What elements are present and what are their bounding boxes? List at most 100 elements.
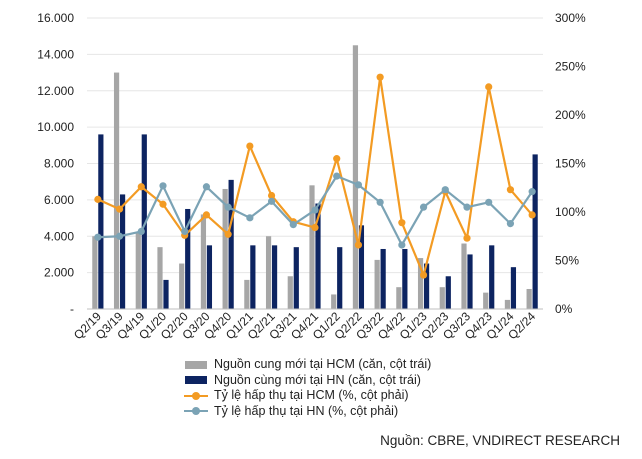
point-hn-absorption — [398, 241, 406, 249]
source-note: Nguồn: CBRE, VNDIRECT RESEARCH — [380, 433, 620, 448]
bar-hn-supply — [228, 179, 234, 309]
point-hcm-absorption — [246, 142, 254, 150]
y-left-tick-label: 12.000 — [37, 84, 74, 98]
point-hcm-absorption — [528, 211, 536, 219]
bar-hcm-supply — [92, 236, 98, 309]
combo-chart: - 2.000 4.000 6.000 8.000 10.000 12.000 14.000 1… — [37, 11, 586, 340]
y-left-tick-label: 6.000 — [44, 193, 74, 207]
bar-hcm-supply — [526, 288, 532, 309]
bar-hn-supply — [445, 276, 451, 309]
point-hcm-absorption — [159, 200, 167, 208]
bar-hcm-supply — [483, 292, 489, 309]
point-hcm-absorption — [485, 83, 493, 91]
bar-hn-supply — [467, 254, 473, 309]
bar-hcm-supply — [265, 236, 272, 309]
bar-hcm-supply — [113, 72, 120, 309]
bar-hn-supply — [358, 225, 365, 309]
bar-hcm-supply — [179, 263, 185, 309]
bar-hcm-supply — [352, 45, 359, 309]
bar-hn-supply — [163, 279, 169, 309]
point-hn-absorption — [224, 203, 232, 211]
bar-hn-supply — [532, 154, 538, 309]
point-hcm-absorption — [506, 186, 515, 194]
y-left-tick-label: 16.000 — [37, 11, 74, 25]
point-hn-absorption — [376, 198, 384, 206]
point-hcm-absorption — [376, 73, 384, 81]
point-hcm-absorption — [419, 271, 428, 279]
point-hn-absorption — [289, 221, 297, 229]
point-hcm-absorption — [463, 234, 471, 242]
bar-hcm-supply — [244, 279, 250, 309]
point-hn-absorption — [311, 206, 319, 214]
legend-label: Nguồn cùng mới tại HN (căn, cột trái) — [214, 372, 421, 387]
bar-hcm-supply — [331, 294, 337, 309]
bar-hn-supply — [271, 245, 278, 309]
y-left-tick-label: 4.000 — [44, 229, 74, 243]
bar-series — [92, 45, 538, 309]
point-hn-absorption — [115, 232, 124, 240]
point-hcm-absorption — [202, 211, 211, 219]
bar-hcm-supply — [222, 188, 228, 309]
bar-hcm-supply — [200, 214, 207, 309]
point-hn-absorption — [463, 203, 471, 211]
bar-hcm-supply — [374, 259, 380, 309]
bar-hcm-supply — [439, 287, 445, 309]
y-left-tick-label: 8.000 — [44, 157, 74, 171]
y-right-tick-label: 200% — [555, 108, 586, 122]
point-hn-absorption — [528, 188, 536, 196]
y-left-tick-label: 14.000 — [37, 47, 74, 61]
legend-label: Tỷ lệ hấp thụ tại HN (%, cột phải) — [214, 403, 399, 418]
bar-hn-supply — [337, 247, 343, 309]
point-hn-absorption — [181, 227, 189, 235]
point-hcm-absorption — [137, 183, 145, 191]
y-right-tick-label: 0% — [555, 302, 573, 316]
point-hcm-absorption — [354, 241, 363, 249]
bar-hn-supply — [402, 248, 408, 309]
point-hcm-absorption — [398, 219, 406, 227]
y-left-tick-label: 10.000 — [37, 120, 74, 134]
legend: Nguồn cung mới tại HCM (căn, cột trái) N… — [184, 357, 431, 419]
legend-swatch-hn-supply — [185, 376, 207, 385]
bar-hn-supply — [315, 203, 321, 309]
bar-hcm-supply — [417, 258, 424, 309]
bar-hn-supply — [119, 194, 126, 309]
line-series — [94, 73, 536, 279]
point-hn-absorption — [333, 172, 341, 180]
point-hn-absorption — [202, 183, 211, 191]
point-hn-absorption — [441, 186, 449, 194]
point-hn-absorption — [354, 181, 363, 189]
point-hn-absorption — [137, 227, 145, 235]
point-hcm-absorption — [333, 155, 341, 163]
line-hcm-absorption — [97, 76, 533, 277]
legend-item-hcm-absorption: Tỷ lệ hấp thụ tại HCM (%, cột phải) — [184, 388, 431, 404]
point-hn-absorption — [94, 233, 102, 241]
point-hcm-absorption — [311, 223, 319, 232]
bar-hn-supply — [250, 245, 256, 309]
point-hn-absorption — [506, 220, 515, 228]
legend-item-hn-supply: Nguồn cùng mới tại HN (căn, cột trái) — [184, 373, 431, 389]
legend-label: Tỷ lệ hấp thụ tại HCM (%, cột phải) — [214, 388, 409, 403]
bar-hcm-supply — [396, 287, 402, 309]
y-right-tick-label: 150% — [555, 157, 586, 171]
bar-hn-supply — [141, 134, 147, 309]
point-hcm-absorption — [224, 230, 232, 238]
point-hcm-absorption — [94, 195, 102, 203]
y-right-tick-label: 50% — [555, 254, 579, 268]
legend-label: Nguồn cung mới tại HCM (căn, cột trái) — [214, 357, 432, 372]
point-hcm-absorption — [267, 191, 276, 200]
legend-swatch-hcm-supply — [185, 360, 207, 369]
bar-hcm-supply — [287, 276, 293, 309]
bar-hn-supply — [206, 245, 213, 309]
point-hn-absorption — [246, 214, 254, 222]
legend-item-hn-absorption: Tỷ lệ hấp thụ tại HN (%, cột phải) — [184, 404, 431, 420]
bar-hn-supply — [423, 263, 430, 309]
bar-hcm-supply — [135, 232, 141, 309]
bar-hn-supply — [98, 134, 104, 309]
bar-hcm-supply — [504, 299, 511, 309]
bar-hcm-supply — [461, 243, 467, 309]
point-hn-absorption — [419, 203, 428, 211]
y-right-tick-label: 100% — [555, 205, 586, 219]
y-left-tick-label: - — [70, 302, 74, 316]
bar-hn-supply — [380, 248, 386, 309]
bar-hcm-supply — [157, 247, 163, 309]
